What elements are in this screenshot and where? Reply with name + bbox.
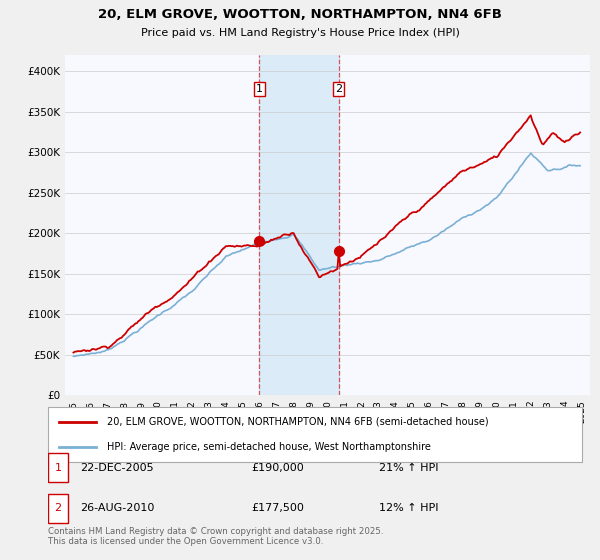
Text: 2: 2	[55, 503, 62, 514]
Text: 1: 1	[55, 463, 62, 473]
Text: Price paid vs. HM Land Registry's House Price Index (HPI): Price paid vs. HM Land Registry's House …	[140, 28, 460, 38]
Text: 1: 1	[256, 84, 263, 94]
Text: Contains HM Land Registry data © Crown copyright and database right 2025.
This d: Contains HM Land Registry data © Crown c…	[48, 526, 383, 546]
Bar	[48, 453, 68, 482]
Text: 12% ↑ HPI: 12% ↑ HPI	[379, 503, 439, 514]
Text: 2: 2	[335, 84, 342, 94]
Text: 21% ↑ HPI: 21% ↑ HPI	[379, 463, 439, 473]
Text: £177,500: £177,500	[251, 503, 304, 514]
Text: HPI: Average price, semi-detached house, West Northamptonshire: HPI: Average price, semi-detached house,…	[107, 442, 431, 452]
Bar	[48, 494, 68, 523]
Bar	[259, 55, 338, 395]
Text: 26-AUG-2010: 26-AUG-2010	[80, 503, 154, 514]
Text: 20, ELM GROVE, WOOTTON, NORTHAMPTON, NN4 6FB (semi-detached house): 20, ELM GROVE, WOOTTON, NORTHAMPTON, NN4…	[107, 417, 488, 427]
Text: 20, ELM GROVE, WOOTTON, NORTHAMPTON, NN4 6FB: 20, ELM GROVE, WOOTTON, NORTHAMPTON, NN4…	[98, 8, 502, 21]
Text: £190,000: £190,000	[251, 463, 304, 473]
Text: 22-DEC-2005: 22-DEC-2005	[80, 463, 154, 473]
